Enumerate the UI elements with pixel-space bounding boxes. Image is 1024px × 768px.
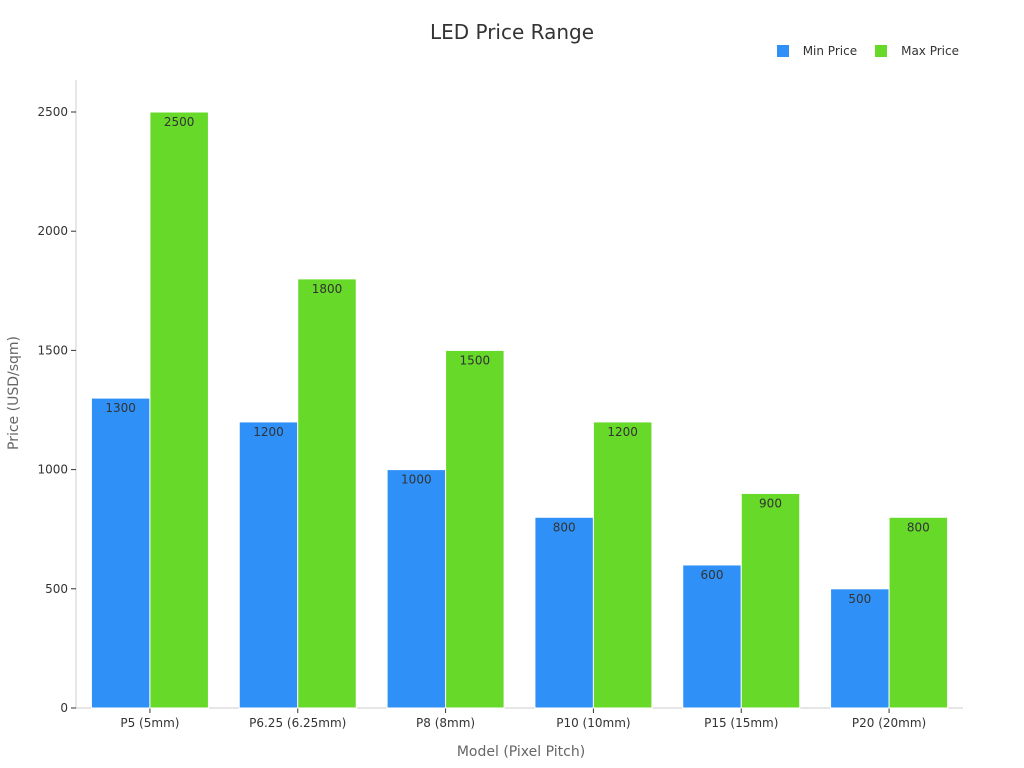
- y-tick-label: 500: [45, 582, 68, 596]
- bar-max-price[interactable]: [740, 492, 801, 709]
- x-tick-label: P15 (15mm): [704, 716, 778, 730]
- bar-max-price[interactable]: [445, 349, 505, 709]
- y-tick-label: 0: [60, 701, 68, 715]
- bar-max-price[interactable]: [592, 421, 653, 709]
- bar-value-label: 900: [759, 496, 782, 510]
- data-labels: 1300 2500 1200 1800 1000 1500 800 1200 600 900 500…: [105, 115, 929, 606]
- x-tick-label: P10 (10mm): [556, 716, 630, 730]
- legend-swatch-max-price: [875, 45, 888, 57]
- y-tick-label: 2500: [37, 105, 68, 119]
- y-tick-label: 1000: [37, 463, 68, 477]
- legend: Min Price Max Price: [776, 44, 959, 58]
- bars: [90, 111, 949, 709]
- x-tick-label: P20 (20mm): [852, 716, 926, 730]
- bar-max-price[interactable]: [149, 111, 209, 709]
- bar-min-price[interactable]: [682, 564, 742, 709]
- legend-label-max-price: Max Price: [901, 44, 959, 58]
- bar-max-price[interactable]: [888, 516, 949, 709]
- bar-value-label: 600: [701, 568, 724, 582]
- y-tick-label: 1500: [37, 343, 68, 357]
- bar-max-price[interactable]: [297, 278, 357, 709]
- bar-value-label: 800: [907, 520, 930, 534]
- x-axis-title: Model (Pixel Pitch): [457, 744, 585, 760]
- bar-value-label: 1800: [312, 282, 343, 296]
- bar-min-price[interactable]: [238, 421, 299, 709]
- bar-value-label: 1200: [253, 425, 284, 439]
- y-axis-title: Price (USD/sqm): [6, 336, 22, 450]
- legend-swatch-min-price: [776, 45, 789, 57]
- bar-value-label: 1200: [607, 425, 638, 439]
- bar-value-label: 500: [848, 592, 871, 606]
- bar-value-label: 1500: [460, 353, 491, 367]
- bar-min-price[interactable]: [830, 588, 890, 709]
- bar-value-label: 1000: [401, 473, 432, 487]
- legend-label-min-price: Min Price: [802, 44, 858, 58]
- legend-item-min-price[interactable]: Min Price: [776, 44, 858, 58]
- y-tick-label: 2000: [37, 224, 68, 238]
- bar-value-label: 800: [553, 520, 576, 534]
- x-tick-label: P8 (8mm): [416, 716, 475, 730]
- bar-min-price[interactable]: [90, 397, 151, 709]
- bar-min-price[interactable]: [534, 516, 594, 709]
- x-tick-label: P5 (5mm): [120, 716, 179, 730]
- bar-min-price[interactable]: [386, 469, 447, 709]
- bar-value-label: 2500: [164, 115, 195, 129]
- bar-value-label: 1300: [105, 401, 136, 415]
- chart-title: LED Price Range: [429, 20, 595, 44]
- x-tick-label: P6.25 (6.25mm): [249, 716, 346, 730]
- axes: 0 500 1000 1500 2000 2500 P5 (5mm) P6.25 (6.25m…: [37, 80, 963, 730]
- legend-item-max-price[interactable]: Max Price: [875, 44, 959, 58]
